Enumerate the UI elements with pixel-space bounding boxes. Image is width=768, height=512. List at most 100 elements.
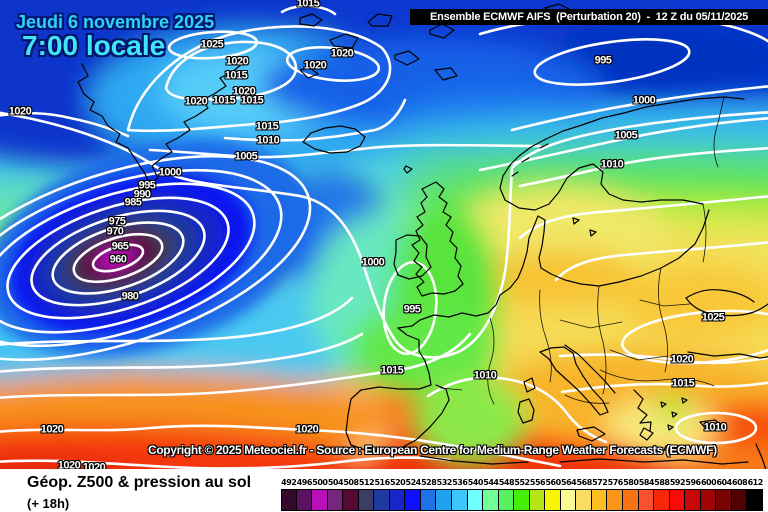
colorbar-swatch — [405, 489, 421, 511]
colorbar-swatch — [731, 489, 748, 511]
pressure-label: 985 — [124, 196, 142, 209]
colorbar-swatch — [436, 489, 453, 511]
colorbar-cell: 612 — [747, 478, 763, 511]
country-borders — [439, 96, 725, 405]
colorbar-value: 520 — [390, 478, 406, 487]
pressure-label: 1020 — [57, 459, 81, 469]
colorbar-swatch — [467, 489, 484, 511]
colorbar-cell: 508 — [343, 478, 359, 511]
colorbar-value: 612 — [747, 478, 764, 487]
colorbar-cell: 528 — [420, 478, 437, 511]
colorbar-cell: 572 — [591, 478, 608, 511]
colorbar-cell: 552 — [514, 478, 530, 511]
pressure-label: 1010 — [600, 158, 624, 171]
deep-low-core — [0, 139, 314, 357]
pressure-label: 995 — [138, 179, 156, 192]
colorbar-value: 604 — [716, 478, 732, 487]
pressure-label: 1020 — [8, 105, 32, 118]
pressure-label: 995 — [594, 54, 612, 67]
pressure-label: 1020 — [303, 59, 327, 72]
colorbar-swatch — [296, 489, 313, 511]
colorbar-cell: 516 — [374, 478, 390, 511]
colorbar-cell: 544 — [483, 478, 499, 511]
pressure-label: 1015 — [240, 94, 264, 107]
colorbar-value: 524 — [405, 478, 422, 487]
pressure-label: 1025 — [701, 311, 725, 324]
colorbar-value: 508 — [343, 478, 359, 487]
pressure-label: 1005 — [234, 150, 258, 163]
colorbar-swatch — [623, 489, 639, 511]
colorbar-swatch — [747, 489, 763, 511]
colorbar-cell: 532 — [436, 478, 452, 511]
colorbar-value: 500 — [312, 478, 328, 487]
map-canvas: 1015 1025 1020 1020 1020 1015 1020 1015 1015 1020… — [0, 0, 768, 469]
pressure-label: 965 — [111, 240, 129, 253]
colorbar-value: 536 — [452, 478, 468, 487]
colorbar-cell: 560 — [545, 478, 561, 511]
colorbar-value: 588 — [654, 478, 670, 487]
colorbar-swatch — [529, 489, 546, 511]
colorbar-value: 568 — [576, 478, 593, 487]
colorbar-cell: 576 — [607, 478, 623, 511]
colorbar-value: 596 — [685, 478, 701, 487]
colorbar-cell: 564 — [560, 478, 577, 511]
pressure-label: 1025 — [200, 38, 224, 51]
pressure-label: 1020 — [82, 461, 106, 469]
pressure-label: 1000 — [361, 256, 385, 269]
colorbar-swatch — [700, 489, 717, 511]
colorbar-cell: 504 — [327, 478, 344, 511]
colorbar-value: 504 — [327, 478, 344, 487]
colorbar-swatch — [483, 489, 499, 511]
pressure-label: 970 — [106, 225, 124, 238]
pressure-label: 1020 — [330, 47, 354, 60]
colorbar-cell: 520 — [389, 478, 406, 511]
pressure-label: 1010 — [473, 369, 497, 382]
colorbar-value: 492 — [281, 478, 297, 487]
colorbar-cell: 600 — [700, 478, 717, 511]
pressure-label: 995 — [403, 303, 421, 316]
colorbar-value: 580 — [623, 478, 639, 487]
pressure-label: 1005 — [614, 129, 638, 142]
pressure-label: 960 — [109, 253, 127, 266]
pressure-label: 1020 — [232, 85, 256, 98]
pressure-label: 1000 — [632, 94, 656, 107]
copyright-text: Copyright © 2025 Meteociel.fr - Source :… — [148, 443, 717, 457]
pressure-label: 1015 — [380, 364, 404, 377]
coastlines — [77, 3, 768, 469]
colorbar-swatch — [358, 489, 375, 511]
colorbar-swatch — [374, 489, 390, 511]
colorbar-cell: 556 — [529, 478, 546, 511]
colorbar-swatch — [607, 489, 624, 511]
colorbar-value: 564 — [561, 478, 577, 487]
colorbar-value: 556 — [529, 478, 546, 487]
colorbar-swatch — [669, 489, 686, 511]
colorbar-value: 516 — [374, 478, 390, 487]
colorbar-cell: 512 — [358, 478, 375, 511]
model-run-text: Ensemble ECMWF AIFS (Perturbation 20) - … — [429, 11, 749, 23]
colorbar-value: 528 — [421, 478, 437, 487]
colorbar-cell: 584 — [638, 478, 655, 511]
colorbar-cell: 568 — [576, 478, 592, 511]
colorbar-swatch — [514, 489, 530, 511]
colorbar-swatch — [281, 489, 297, 511]
colorbar-cell: 540 — [467, 478, 484, 511]
colorbar-swatch — [591, 489, 608, 511]
pressure-label: 1020 — [225, 55, 249, 68]
colorbar-swatch — [312, 489, 328, 511]
colorbar-swatch — [716, 489, 732, 511]
pressure-label: 1015 — [255, 120, 279, 133]
colorbar-value: 532 — [436, 478, 453, 487]
colorbar-swatch — [638, 489, 655, 511]
colorbar-value: 540 — [467, 478, 484, 487]
pressure-label: 1015 — [296, 0, 320, 10]
z500-colorbar: 492 496 500 504 508 512 516 520 524 528 532 536 540 5… — [281, 478, 763, 511]
colorbar-cell: 524 — [405, 478, 421, 511]
colorbar-value: 548 — [498, 478, 515, 487]
colorbar-cell: 548 — [498, 478, 515, 511]
colorbar-cell: 592 — [669, 478, 686, 511]
pressure-label: 1010 — [256, 134, 280, 147]
pressure-label: 1010 — [703, 421, 727, 434]
colorbar-swatch — [685, 489, 701, 511]
colorbar-cell: 580 — [623, 478, 639, 511]
